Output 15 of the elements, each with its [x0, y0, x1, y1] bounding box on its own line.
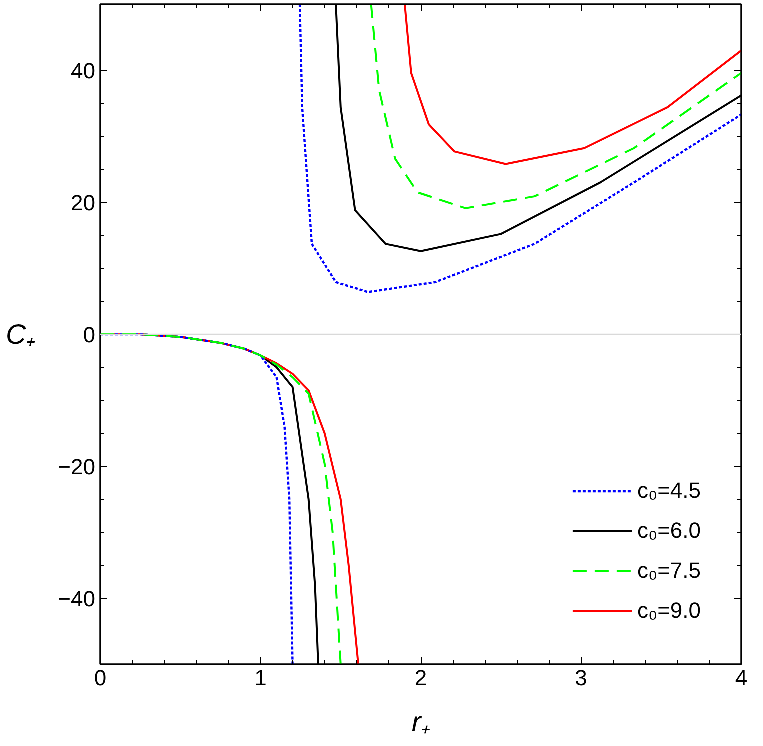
x-tick-label: 3 — [575, 666, 588, 690]
y-tick-label: 0 — [83, 322, 96, 348]
legend-label: c₀=4.5 — [637, 478, 701, 504]
y-tick-label: 20 — [71, 190, 96, 216]
y-tick-label: −40 — [58, 586, 96, 612]
legend-label: c₀=9.0 — [637, 598, 701, 624]
x-tick-label: 1 — [254, 666, 267, 690]
y-tick-label: 40 — [71, 58, 96, 84]
x-axis-title: r₊ — [412, 706, 432, 738]
legend-label: c₀=7.5 — [637, 558, 701, 584]
x-tick-label: 4 — [735, 666, 748, 690]
y-tick-label: −20 — [58, 454, 96, 480]
x-tick-label: 2 — [414, 666, 428, 690]
y-axis-title: C₊ — [6, 319, 36, 350]
legend-label: c₀=6.0 — [637, 518, 701, 544]
